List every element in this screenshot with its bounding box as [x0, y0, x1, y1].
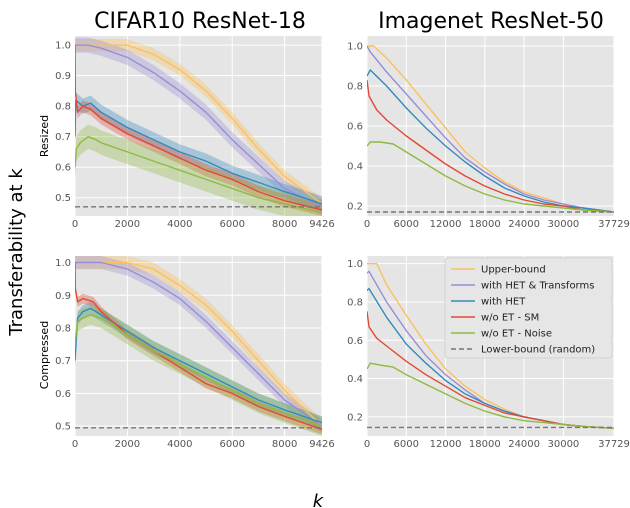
- legend-label: w/o ET - SM: [481, 313, 539, 324]
- x-tick-label: 0: [72, 439, 78, 450]
- series-line-w-o-et-noise: [75, 135, 322, 214]
- y-tick-label: 0.6: [55, 163, 71, 174]
- chart-panel-1: 0 2000 4000 6000 8000 9426 0.5 0.6 0.7 0.8 0.9 1.0: [55, 36, 335, 230]
- y-tick-label: 0.8: [347, 82, 363, 93]
- x-tick-label: 0: [72, 219, 78, 230]
- x-tick-label: 6000: [394, 219, 419, 230]
- series-line-upper-bound: [75, 261, 322, 427]
- column-title-cifar: CIFAR10 ResNet-18: [94, 9, 306, 34]
- chart-panel-2: 0 6000 12000 18000 24000 30000 37729 0.2 0.4 0.6 0…: [347, 36, 630, 230]
- series-line-with-het-transforms: [75, 44, 322, 208]
- x-tick-label: 6000: [219, 219, 244, 230]
- legend-label: Upper-bound: [481, 265, 546, 276]
- band-w-o-et-noise: [75, 124, 322, 216]
- plot-area: [367, 263, 614, 429]
- legend-item-lower-bound-random: Lower-bound (random): [451, 345, 595, 356]
- x-tick-label: 30000: [547, 219, 579, 230]
- band-with-het: [75, 92, 322, 212]
- x-tick-label: 4000: [167, 439, 192, 450]
- row-label-compressed: Compressed: [38, 321, 51, 389]
- y-tick-label: 1.0: [347, 259, 363, 270]
- x-tick-label: 9426: [309, 219, 334, 230]
- series-line-w-o-et-noise: [75, 314, 322, 427]
- legend-item-w-o-et-sm: w/o ET - SM: [451, 313, 539, 324]
- legend-box: [444, 257, 613, 359]
- x-tick-label: 8000: [272, 439, 297, 450]
- x-tick-label: 18000: [469, 219, 501, 230]
- legend: Upper-bound with HET & Transforms with HET…: [444, 257, 613, 359]
- band-w-o-et-sm: [75, 39, 322, 216]
- x-tick-label: 9426: [309, 439, 334, 450]
- legend-label: with HET: [481, 297, 526, 308]
- column-title-imagenet: Imagenet ResNet-50: [378, 9, 604, 34]
- row-label-resized: Resized: [38, 115, 51, 157]
- chart-panel-3: 0 2000 4000 6000 8000 9426 0.5 0.6 0.7 0.8 0.9 1.0: [55, 256, 335, 450]
- series-line-upper-bound: [75, 44, 322, 205]
- x-tick-label: 18000: [469, 439, 501, 450]
- y-tick-label: 0.6: [347, 336, 363, 347]
- x-tick-label: 0: [364, 219, 370, 230]
- y-axis-label: Transferability at k: [6, 168, 27, 337]
- band-with-het-transforms: [75, 256, 322, 433]
- band-with-het: [75, 301, 322, 430]
- series-line-w-o-et-noise: [367, 141, 614, 213]
- x-tick-label: 24000: [508, 439, 540, 450]
- x-tick-label: 8000: [272, 219, 297, 230]
- y-tick-label: 0.2: [347, 412, 363, 423]
- legend-item-w-o-et-noise: w/o ET - Noise: [451, 329, 552, 340]
- series-line-w-o-et-sm: [75, 45, 322, 211]
- y-tick-label: 0.9: [55, 71, 71, 82]
- legend-label: with HET & Transforms: [481, 281, 594, 292]
- x-tick-label: 0: [364, 439, 370, 450]
- x-tick-label: 4000: [167, 219, 192, 230]
- y-tick-label: 0.9: [55, 291, 71, 302]
- legend-item-with-het-transforms: with HET & Transforms: [451, 281, 594, 292]
- y-tick-label: 0.8: [347, 297, 363, 308]
- x-tick-label: 12000: [430, 439, 462, 450]
- legend-item-upper-bound: Upper-bound: [451, 265, 546, 276]
- band-with-het-transforms: [75, 37, 322, 215]
- y-tick-label: 0.7: [55, 132, 71, 143]
- plot-area: [75, 256, 322, 436]
- y-tick-label: 0.2: [347, 202, 363, 213]
- series-line-with-het-transforms: [75, 261, 322, 427]
- x-tick-label: 2000: [115, 219, 140, 230]
- series-line-with-het-transforms: [367, 45, 614, 213]
- y-tick-label: 0.5: [55, 422, 71, 433]
- legend-label: w/o ET - Noise: [481, 329, 552, 340]
- y-tick-label: 0.6: [55, 389, 71, 400]
- band-w-o-et-sm: [75, 257, 322, 435]
- y-tick-label: 0.8: [55, 324, 71, 335]
- y-tick-label: 1.0: [347, 42, 363, 53]
- plot-background: [75, 256, 322, 436]
- plot-area: [75, 37, 322, 216]
- y-tick-label: 1.0: [55, 41, 71, 52]
- y-tick-label: 0.8: [55, 102, 71, 113]
- series-line-w-o-et-sm: [367, 79, 614, 213]
- y-tick-label: 0.7: [55, 356, 71, 367]
- x-axis-label: k: [313, 491, 325, 508]
- chart-panels: 0 2000 4000 6000 8000 94260.50.60.70.80.91.00…: [55, 36, 630, 450]
- plot-area: [367, 45, 614, 213]
- y-tick-label: 1.0: [55, 258, 71, 269]
- x-tick-label: 12000: [430, 219, 462, 230]
- x-tick-label: 6000: [219, 439, 244, 450]
- x-tick-label: 6000: [394, 439, 419, 450]
- legend-label: Lower-bound (random): [481, 345, 595, 356]
- x-tick-label: 30000: [547, 439, 579, 450]
- y-tick-label: 0.4: [347, 374, 363, 385]
- x-tick-label: 37729: [598, 219, 630, 230]
- x-tick-label: 2000: [115, 439, 140, 450]
- plot-background: [75, 36, 322, 216]
- x-tick-label: 24000: [508, 219, 540, 230]
- legend-item-with-het: with HET: [451, 297, 526, 308]
- x-tick-label: 37729: [598, 439, 630, 450]
- series-line-with-het: [75, 307, 322, 424]
- series-line-w-o-et-noise: [367, 362, 614, 429]
- y-tick-label: 0.5: [55, 193, 71, 204]
- y-tick-label: 0.4: [347, 162, 363, 173]
- y-tick-label: 0.6: [347, 122, 363, 133]
